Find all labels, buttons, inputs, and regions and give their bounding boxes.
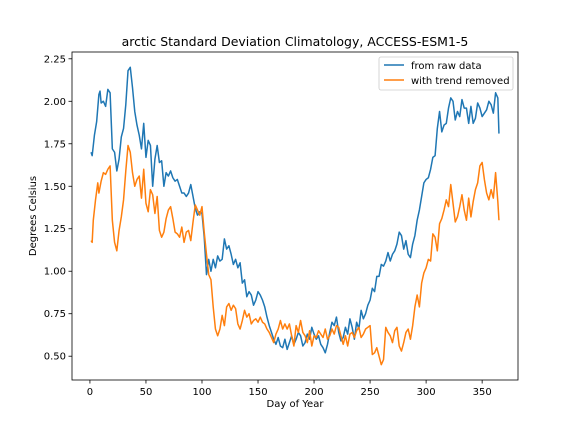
x-axis-label: Day of Year — [267, 399, 325, 410]
x-tick-label: 100 — [192, 387, 211, 398]
y-tick-label: 2.25 — [44, 54, 66, 65]
y-tick-label: 1.00 — [44, 267, 66, 278]
y-tick-label: 0.50 — [44, 352, 66, 363]
legend: from raw data with trend removed — [378, 56, 514, 91]
y-tick-label: 1.50 — [44, 182, 66, 193]
y-axis-label: Degrees Celsius — [28, 176, 39, 256]
y-tick-label: 0.75 — [44, 309, 66, 320]
legend-label-raw: from raw data — [411, 61, 482, 72]
y-axis: 0.50 0.75 1.00 1.25 1.50 1.75 2.00 2.25 — [44, 54, 72, 363]
plot-area — [71, 51, 519, 381]
x-tick-label: 50 — [140, 387, 153, 398]
x-tick-label: 0 — [87, 387, 93, 398]
y-tick-label: 1.75 — [44, 139, 66, 150]
x-tick-label: 300 — [417, 387, 436, 398]
x-tick-label: 250 — [361, 387, 380, 398]
y-tick-label: 2.00 — [44, 97, 66, 108]
x-tick-label: 150 — [248, 387, 267, 398]
x-tick-label: 350 — [473, 387, 492, 398]
plot-frame — [71, 51, 519, 381]
series-layer — [90, 66, 500, 366]
chart-title: arctic Standard Deviation Climatology, A… — [122, 34, 469, 49]
legend-box — [378, 56, 514, 91]
x-tick-label: 200 — [305, 387, 324, 398]
legend-label-detrended: with trend removed — [411, 76, 510, 87]
y-tick-label: 1.25 — [44, 224, 66, 235]
series-line-detrended — [90, 144, 500, 366]
x-axis: 0 50 100 150 200 250 300 350 — [87, 380, 492, 398]
